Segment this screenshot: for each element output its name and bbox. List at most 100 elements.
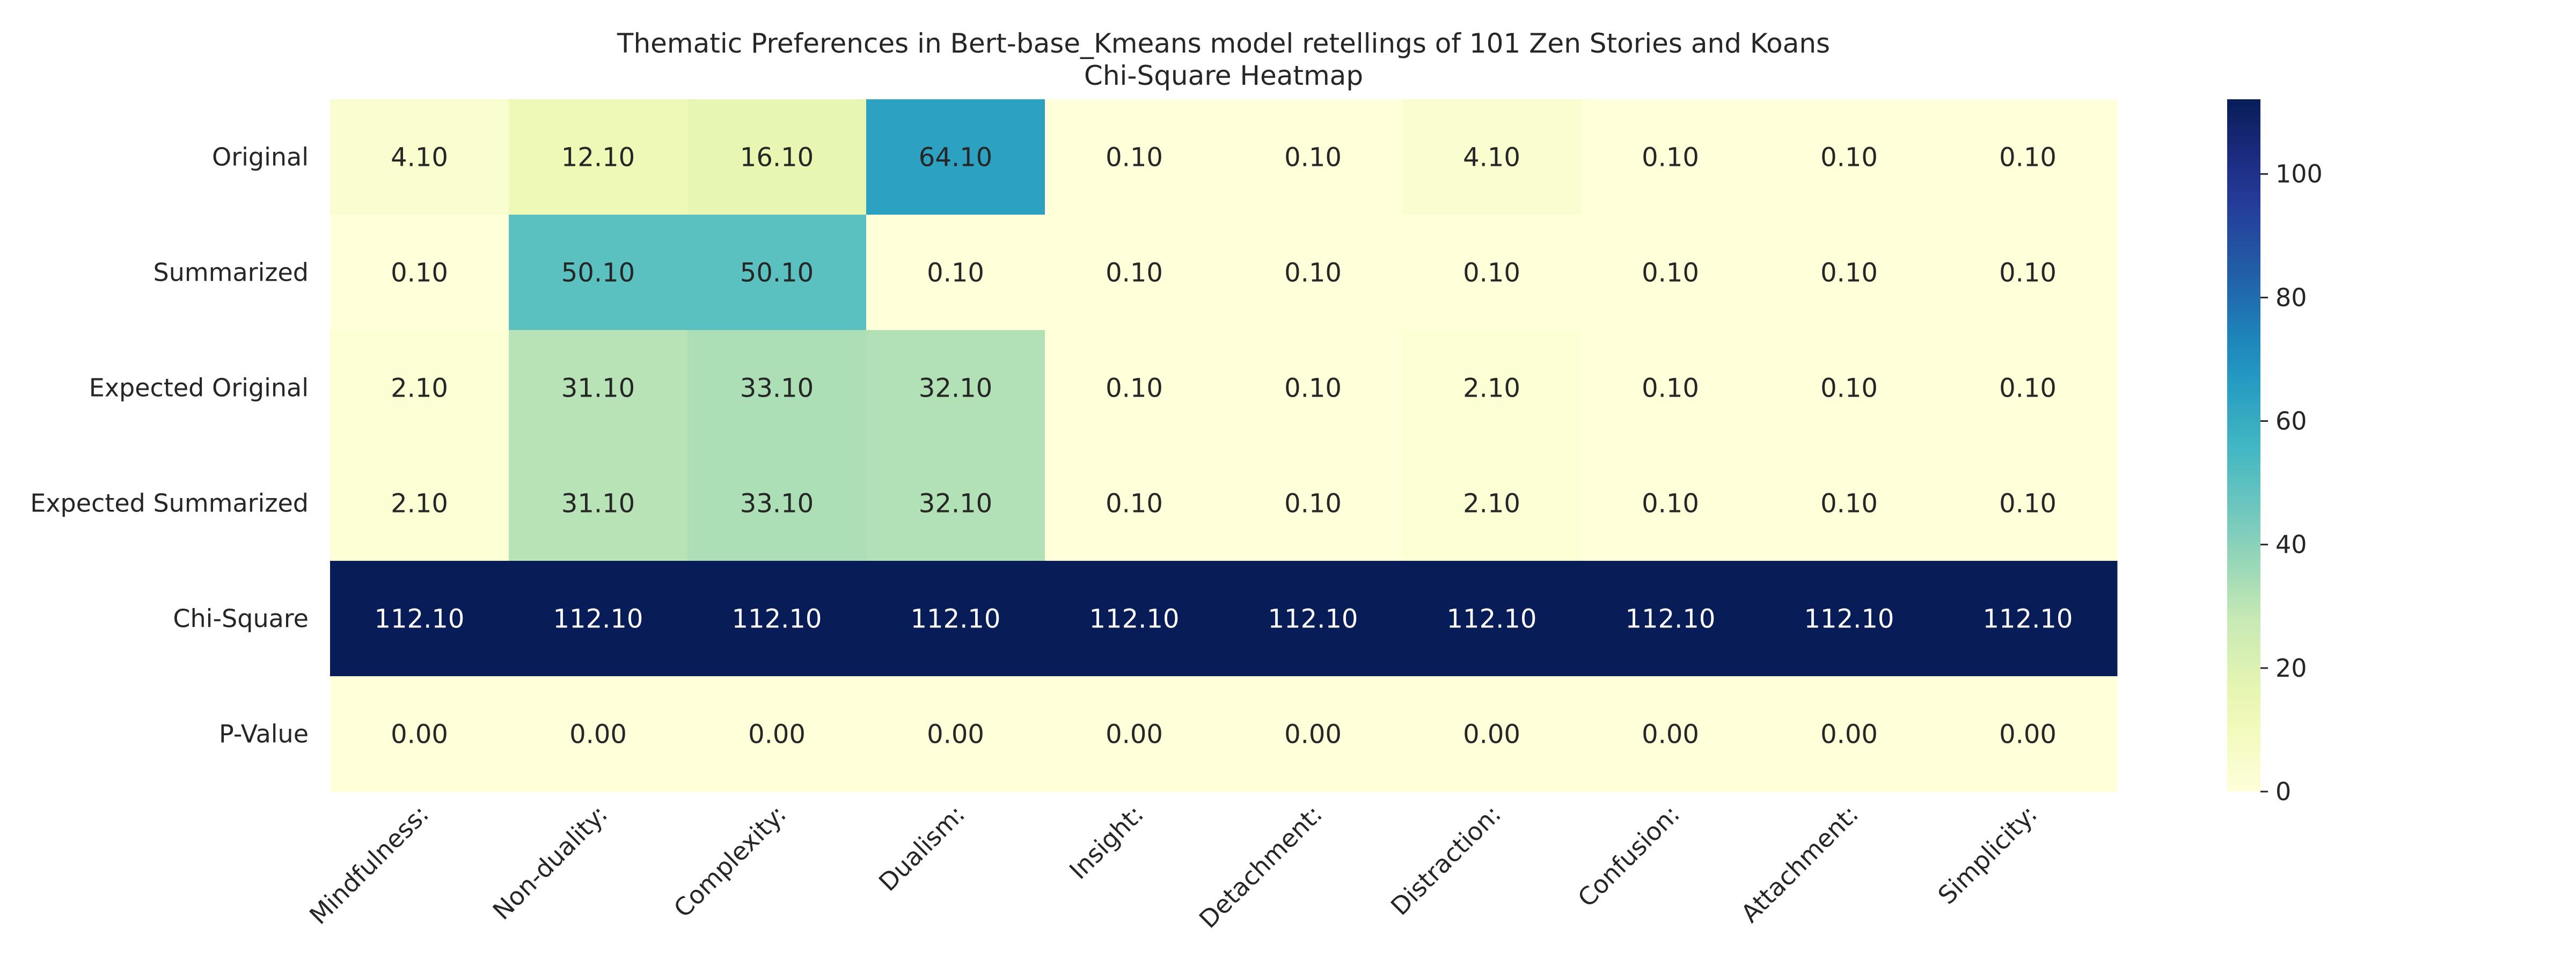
cell-value-label: 0.00	[569, 720, 627, 750]
cell-value-label: 31.10	[561, 489, 635, 519]
heatmap-cell	[1938, 99, 2118, 215]
cell-value-label: 0.10	[1999, 374, 2057, 404]
cell-value-label: 32.10	[919, 374, 992, 404]
row-label: Chi-Square	[173, 604, 309, 633]
heatmap-cell	[1402, 445, 1582, 561]
heatmap-cell	[1760, 445, 1939, 561]
cell-value-label: 0.10	[1106, 374, 1163, 404]
heatmap-cell	[687, 561, 867, 677]
heatmap-cell	[1760, 215, 1939, 331]
row-label: Original	[212, 143, 309, 172]
cell-value-label: 0.10	[927, 258, 984, 288]
heatmap-cell	[330, 676, 509, 792]
colorbar-tick-label: 0	[2275, 777, 2291, 806]
cell-value-label: 112.10	[1447, 604, 1537, 634]
heatmap-cell	[1402, 215, 1582, 331]
colorbar: 0 20 40 60 80 100	[2227, 99, 2323, 806]
heatmap-cell	[1581, 215, 1760, 331]
heatmap-cell	[687, 215, 867, 331]
cell-value-label: 64.10	[919, 143, 992, 173]
heatmap-cell	[1581, 330, 1760, 446]
heatmap-cell	[509, 561, 688, 677]
heatmap-cell	[1760, 330, 1939, 446]
heatmap-cell	[1402, 330, 1582, 446]
cell-value-label: 0.10	[1642, 143, 1699, 173]
cell-value-label: 4.10	[1463, 143, 1520, 173]
cell-value-label: 33.10	[740, 489, 814, 519]
cell-value-label: 0.10	[1642, 489, 1699, 519]
column-label: Simplicity:	[1932, 800, 2043, 910]
cell-value-label: 0.00	[1463, 720, 1520, 750]
heatmap-cell	[1224, 445, 1403, 561]
heatmap-cell	[866, 676, 1045, 792]
cell-value-label: 0.10	[1820, 143, 1878, 173]
heatmap-cell	[509, 445, 688, 561]
heatmap-cell	[509, 330, 688, 446]
cell-value-label: 0.00	[1106, 720, 1163, 750]
heatmap-cell	[1224, 330, 1403, 446]
cell-value-label: 0.10	[1106, 143, 1163, 173]
column-label: Attachment:	[1735, 800, 1864, 928]
heatmap-cell	[1224, 99, 1403, 215]
heatmap-cell	[1760, 99, 1939, 215]
cell-value-label: 112.10	[1983, 604, 2073, 634]
row-label: Summarized	[153, 258, 309, 287]
heatmap-cell	[866, 215, 1045, 331]
cell-value-label: 0.00	[748, 720, 806, 750]
heatmap-cell	[509, 676, 688, 792]
cell-value-label: 0.10	[1820, 374, 1878, 404]
colorbar-tick-label: 60	[2275, 407, 2307, 436]
column-labels: Mindfulness: Non-duality: Complexity: Duali…	[304, 800, 2043, 934]
heatmap-cell	[866, 330, 1045, 446]
cell-value-label: 2.10	[391, 374, 448, 404]
cell-value-label: 0.10	[1284, 489, 1342, 519]
cell-value-label: 0.00	[1642, 720, 1699, 750]
cell-value-label: 0.00	[1284, 720, 1342, 750]
heatmap-cell	[1938, 445, 2118, 561]
heatmap-cell	[1224, 676, 1403, 792]
cell-value-label: 0.10	[1284, 143, 1342, 173]
heatmap-cell	[687, 676, 867, 792]
colorbar-tick-label: 100	[2275, 159, 2323, 188]
heatmap-cell	[1402, 676, 1582, 792]
heatmap-cell	[1581, 561, 1760, 677]
heatmap-cell	[687, 99, 867, 215]
cell-value-label: 0.10	[1820, 489, 1878, 519]
heatmap-cell	[1045, 445, 1224, 561]
row-label: P-Value	[219, 720, 309, 749]
cell-value-label: 32.10	[919, 489, 992, 519]
cell-value-label: 0.00	[1999, 720, 2057, 750]
heatmap-cell	[330, 330, 509, 446]
heatmap-cell	[330, 99, 509, 215]
heatmap-cell	[866, 445, 1045, 561]
heatmap-cell	[1045, 99, 1224, 215]
cell-value-label: 0.10	[1999, 489, 2057, 519]
cell-value-label: 0.00	[391, 720, 448, 750]
heatmap-cell	[1581, 99, 1760, 215]
colorbar-gradient	[2227, 99, 2260, 792]
cell-value-label: 0.10	[1463, 258, 1520, 288]
cell-value-label: 50.10	[561, 258, 635, 288]
chart-subtitle: Chi-Square Heatmap	[1084, 60, 1363, 91]
heatmap-cell	[1938, 676, 2118, 792]
column-label: Insight:	[1064, 800, 1149, 885]
heatmap-cell	[1938, 330, 2118, 446]
heatmap-cell	[330, 561, 509, 677]
cell-value-label: 0.10	[1284, 258, 1342, 288]
heatmap-cell	[866, 99, 1045, 215]
cell-value-label: 0.00	[1820, 720, 1878, 750]
heatmap-cell	[1045, 676, 1224, 792]
cell-value-label: 112.10	[1626, 604, 1716, 634]
heatmap-cell	[1581, 445, 1760, 561]
column-label: Detachment:	[1194, 800, 1328, 934]
cell-value-label: 0.10	[1999, 258, 2057, 288]
cell-value-label: 0.10	[391, 258, 448, 288]
row-label: Expected Summarized	[30, 489, 309, 518]
heatmap-cell	[1045, 330, 1224, 446]
cell-value-label: 0.10	[1642, 258, 1699, 288]
heatmap-cell	[509, 215, 688, 331]
cell-value-label: 0.10	[1284, 374, 1342, 404]
cell-value-label: 31.10	[561, 374, 635, 404]
cell-value-label: 4.10	[391, 143, 448, 173]
